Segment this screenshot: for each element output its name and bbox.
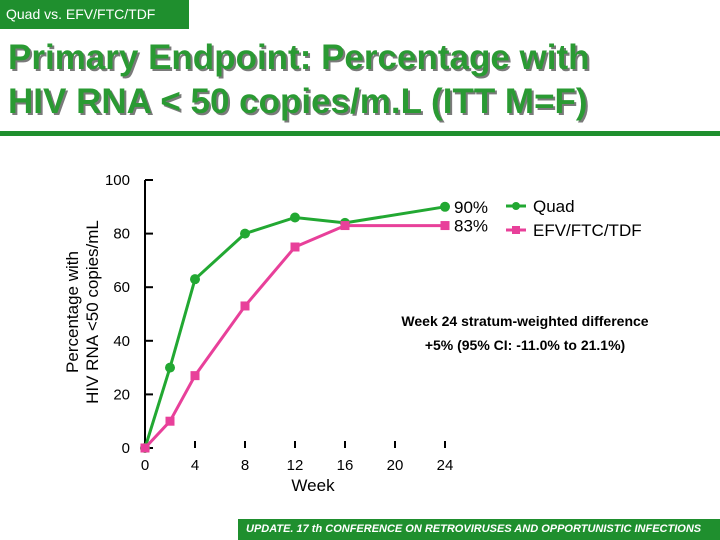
series-end-label: 90% [454,198,488,217]
x-tick-label: 8 [241,457,249,474]
y-tick-label: 40 [113,333,130,350]
x-tick-label: 24 [437,457,454,474]
chart-series: 90%83% [140,198,488,453]
data-point [165,416,175,426]
data-point [190,371,200,381]
footer-banner: UPDATE. 17 th CONFERENCE ON RETROVIRUSES… [238,519,720,540]
y-tick-label: 60 [113,279,130,296]
x-axis-title: Week [291,476,335,495]
x-tick-label: 0 [141,457,149,474]
y-tick-label: 20 [113,386,130,403]
page-title: Primary Endpoint: Percentage with HIV RN… [8,36,720,124]
header-tag: Quad vs. EFV/FTC/TDF [0,0,189,29]
data-point [240,228,250,239]
data-point [290,212,300,223]
title-divider [0,131,720,136]
data-point [290,242,300,252]
y-tick-label: 80 [113,226,130,243]
y-axis-title-line-1: Percentage with [63,251,82,373]
data-point [440,221,450,231]
y-tick-label: 100 [105,172,130,189]
data-point [440,201,450,212]
x-tick-label: 12 [287,457,304,474]
y-axis-title-line-2: HIV RNA <50 copies/mL [83,220,102,404]
legend-marker [512,202,520,210]
annotation-line-2: +5% (95% CI: -11.0% to 21.1%) [425,337,625,353]
data-point [165,362,175,373]
data-point [240,301,250,311]
legend-label: Quad [533,197,575,216]
data-point [140,443,150,453]
series-end-label: 83% [454,217,488,236]
title-line-1: Primary Endpoint: Percentage with [8,38,590,77]
data-point [340,221,350,231]
x-tick-label: 4 [191,457,199,474]
title-line-2: HIV RNA < 50 copies/m.L (ITT M=F) [8,82,588,121]
x-tick-label: 16 [337,457,354,474]
legend-label: EFV/FTC/TDF [533,221,642,240]
series-line-1 [143,224,445,450]
legend-marker [512,226,520,234]
chart-legend: Quad EFV/FTC/TDF [506,197,642,240]
data-point [190,274,200,285]
annotation-line-1: Week 24 stratum-weighted difference [401,313,648,329]
x-tick-label: 20 [387,457,404,474]
y-tick-label: 0 [122,440,130,457]
